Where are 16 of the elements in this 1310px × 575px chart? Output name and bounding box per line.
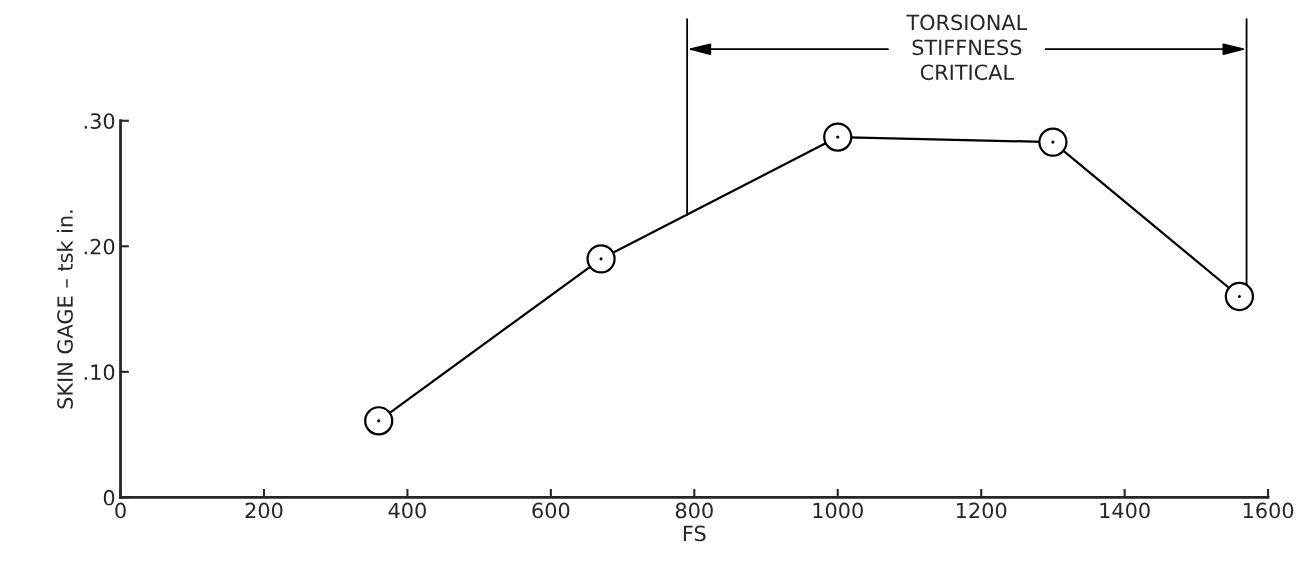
- x-tick-label: 1400: [1100, 502, 1150, 519]
- text: TORSIONAL STIFFNESS CRITICAL: [906, 14, 1028, 81]
- x-tick-label: 600: [532, 502, 570, 519]
- x-tick-label: 0: [115, 502, 126, 519]
- y-tick-label: .10: [84, 364, 115, 381]
- x-axis-title: FS: [683, 525, 706, 542]
- y-tick-label: .20: [84, 238, 115, 255]
- x-tick-label: 1600: [1243, 502, 1294, 519]
- y-tick-label: 0: [103, 489, 115, 506]
- x-tick-label: 1000: [813, 502, 863, 519]
- x-tick-label: 200: [245, 502, 283, 519]
- y-tick-label: .30: [84, 113, 115, 129]
- x-tick-label: 1200: [956, 502, 1007, 519]
- x-tick-label: 800: [675, 502, 713, 519]
- x-tick-label: 400: [388, 502, 426, 519]
- y-axis-title: SKIN GAGE – tsk in.: [56, 210, 73, 409]
